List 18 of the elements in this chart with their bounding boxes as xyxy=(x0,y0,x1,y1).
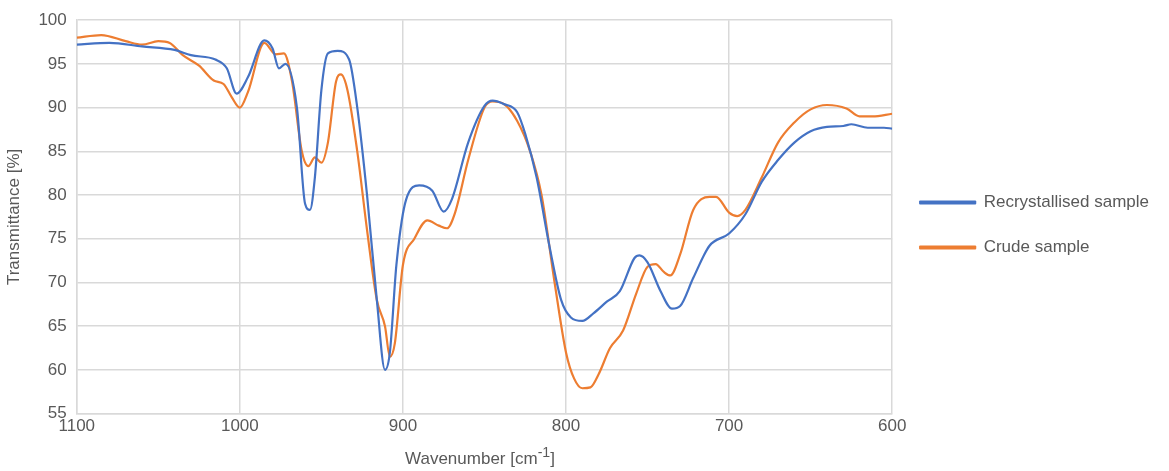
x-tick-label: 900 xyxy=(388,416,418,436)
y-tick-label: 60 xyxy=(47,359,67,379)
y-tick-label: 95 xyxy=(47,53,67,73)
legend-label: Recrystallised sample xyxy=(983,192,1150,212)
y-tick-label: 70 xyxy=(47,272,67,292)
y-tick-label: 85 xyxy=(47,141,67,161)
x-tick-label: 600 xyxy=(877,416,907,436)
x-tick-label: 800 xyxy=(551,416,581,436)
x-tick-label: 700 xyxy=(714,416,744,436)
y-tick-label: 90 xyxy=(47,97,67,117)
y-tick-label: 65 xyxy=(47,315,67,335)
y-tick-label: 75 xyxy=(47,228,67,248)
y-axis-title: Transmittance [%] xyxy=(3,148,23,286)
y-tick-label: 100 xyxy=(38,9,67,29)
legend-label: Crude sample xyxy=(983,237,1090,257)
x-tick-label: 1000 xyxy=(220,416,259,436)
y-tick-label: 80 xyxy=(47,184,67,204)
x-axis-title: Wavenumber [cm$^{-1}$] xyxy=(404,444,556,469)
